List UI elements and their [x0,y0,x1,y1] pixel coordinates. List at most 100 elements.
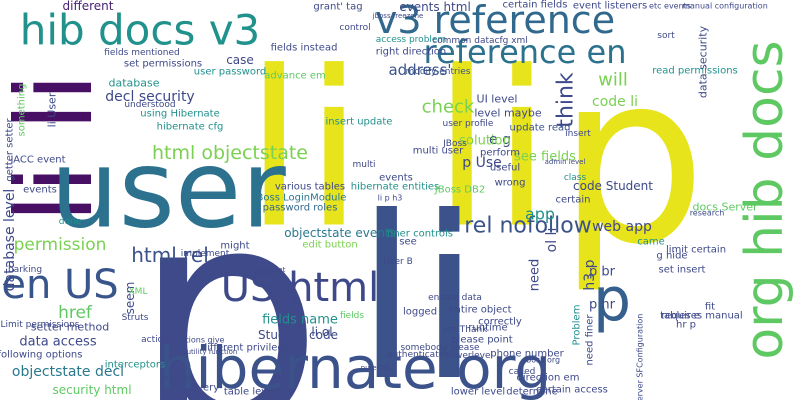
word: Student code [258,328,338,342]
word: password roles [263,203,338,214]
word: li li [0,73,116,223]
word: grant' tag [313,2,362,13]
word: p br [589,265,616,280]
word: certain access [536,385,608,396]
word: logged [403,307,437,318]
word: following options [0,350,82,361]
word: p hr [589,298,616,313]
word: fields [340,311,364,321]
word: somebody please [400,343,480,353]
word: edit button [302,240,357,251]
word: v3 reference [375,0,615,42]
word: case [226,53,254,67]
word: JBoss DB2 [434,185,485,196]
word: utility function [187,348,238,356]
word: control [339,23,370,33]
word: fit [705,302,715,313]
word: html rel [131,243,209,267]
word: hibernate entities [351,182,440,193]
word: came [637,237,665,248]
word: objectstate decl [12,364,124,380]
word: li [355,169,480,400]
word: g hide [656,251,687,262]
word: app [525,205,555,224]
word: href [58,303,93,323]
word: implement [181,249,230,259]
word: user want [251,266,286,274]
word: ensure data [428,293,482,303]
word: useful [490,163,520,174]
word: advance em [264,71,326,82]
word: Server SFConfiguration [636,314,645,400]
word: read permissions [652,66,738,77]
word: html objectstate [152,142,308,164]
word: li ol [311,325,332,339]
word: something [17,84,28,137]
word: right direction [376,47,447,58]
word: events html [399,0,471,14]
word: lower level [451,387,505,398]
word: user password [194,67,266,78]
word: insert [565,129,591,139]
word: web app [592,219,652,235]
word: jboss org [523,356,560,365]
word: seem [123,282,137,315]
word: Struts [122,313,149,323]
word: please point [451,335,513,346]
word: determine [506,387,558,398]
word: p [557,24,706,297]
word: certain fields [503,0,568,11]
word: li User [46,92,59,127]
word: en US [1,262,118,308]
word: p [133,144,323,400]
word: access problem [376,35,446,45]
word: objectstate events [284,226,396,240]
word: fields name [262,313,338,328]
word: rel nofollow [464,214,592,239]
word: setter method [31,321,109,334]
word: getter setter [5,117,16,181]
word: database level [2,189,18,292]
word: requires manual [661,311,742,322]
word: XML [129,287,148,297]
word: tables e [660,311,700,322]
word: will [598,70,628,91]
word: li li [244,25,551,276]
word: wrong [495,178,526,189]
word: fields mentioned [104,48,179,58]
word: certain [556,195,591,206]
word: user [50,128,286,253]
word: every [191,383,219,394]
word: think [554,72,579,128]
word: US html [221,265,380,311]
word: multi user [413,146,464,157]
word: insert update [326,117,393,128]
word: JBoss LoginModule [253,193,347,204]
word: permission [14,235,107,255]
word: event listeners [573,1,647,12]
word: runtime [468,323,507,334]
word: common datacfg xml [432,36,528,46]
word: check [422,97,475,118]
word: events [23,185,57,196]
word: finer controls [387,229,453,240]
word: solution [459,134,510,149]
word: ol li [544,228,560,253]
word: different privileges [201,343,295,354]
word: data security [697,25,710,98]
word: understood [124,100,175,110]
word: action [141,335,169,345]
word: user profile [443,119,494,129]
word: phone number [490,349,564,360]
word: various tables [275,182,345,193]
word: sort [657,31,675,41]
word: done [59,217,82,227]
word: direction em [517,373,580,384]
word: p [593,265,631,335]
word: see fields [514,150,576,165]
word: data access [19,335,96,350]
word: using Hibernate [140,109,219,120]
word: database [109,77,160,90]
word: code Student [573,179,653,193]
